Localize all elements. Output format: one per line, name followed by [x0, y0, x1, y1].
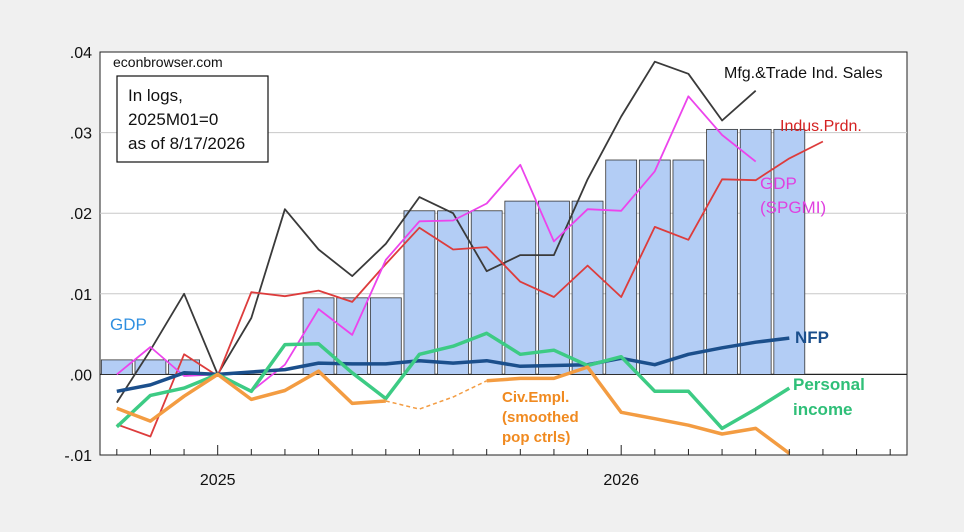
label-civ-empl-2: (smoothed	[502, 409, 579, 426]
label-industrial-production: Indus.Prdn.	[780, 118, 862, 135]
label-personal-income-2: income	[793, 400, 853, 419]
label-personal-income-1: Personal	[793, 375, 865, 394]
note-box: In logs, 2025M01=0 as of 8/17/2026	[116, 75, 269, 163]
series-line	[116, 336, 790, 394]
x-tick-labels: 2025 2026	[200, 472, 639, 489]
gdp-bar	[605, 159, 638, 375]
y-tick-label: .02	[70, 206, 92, 223]
y-tick-labels: .04 .03 .02 .01 .00 -.01	[64, 45, 92, 465]
axis-ticks	[116, 445, 891, 455]
x-tick-label: 2025	[200, 472, 236, 489]
gdp-bar	[773, 128, 806, 375]
y-tick-label: -.01	[64, 448, 92, 465]
x-tick-label: 2026	[603, 472, 639, 489]
gdp-bar	[672, 159, 705, 375]
label-civ-empl-1: Civ.Empl.	[502, 389, 569, 406]
gdp-bar	[504, 200, 537, 375]
series-line	[116, 60, 757, 404]
y-tick-label: .04	[70, 45, 92, 62]
gdp-bar	[706, 128, 738, 375]
label-civ-empl-3: pop ctrls)	[502, 429, 570, 446]
series-line	[115, 331, 791, 431]
series-lines	[115, 60, 824, 455]
label-nfp: NFP	[795, 328, 829, 347]
gdp-bar	[638, 159, 671, 375]
y-tick-label: .01	[70, 287, 92, 304]
label-gdp-spgmi-1: GDP	[760, 174, 797, 193]
note-line-1: In logs,	[128, 86, 183, 105]
label-mfg-trade-sales: Mfg.&Trade Ind. Sales	[724, 65, 883, 82]
series-line	[116, 369, 386, 423]
series-line	[486, 365, 791, 455]
series-line-dashed	[385, 380, 488, 410]
note-line-2: 2025M01=0	[128, 110, 218, 129]
gdp-bar	[739, 128, 772, 375]
y-tick-label: .00	[70, 367, 92, 384]
label-gdp-spgmi-2: (SPGMI)	[760, 198, 826, 217]
gdp-bar	[470, 210, 503, 375]
gdp-bar	[100, 359, 133, 375]
y-tick-label: .03	[70, 126, 92, 143]
gdp-bar	[571, 200, 604, 375]
label-gdp: GDP	[110, 315, 147, 334]
series-line	[116, 140, 824, 438]
watermark: econbrowser.com	[113, 54, 223, 70]
note-line-3: as of 8/17/2026	[128, 134, 245, 153]
